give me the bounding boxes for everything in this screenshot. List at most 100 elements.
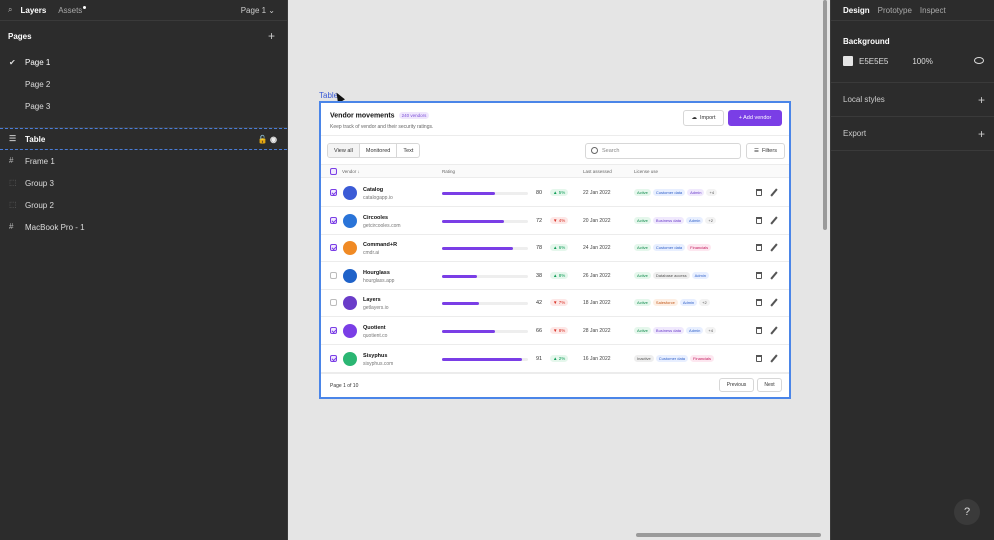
background-hex[interactable]: E5E5E5 <box>859 56 889 66</box>
license-tag: Financials <box>687 244 712 252</box>
edit-icon[interactable] <box>770 188 778 197</box>
table-row[interactable]: Catalog catalogapp.io 80 ▲ 5% 22 Jan 2022 Act… <box>321 179 789 207</box>
horizontal-scrollbar[interactable] <box>636 533 821 537</box>
license-tag: Admin <box>687 189 705 196</box>
row-checkbox[interactable] <box>330 299 337 307</box>
edit-icon[interactable] <box>770 326 778 335</box>
filters-button[interactable]: ☰ Filters <box>746 143 785 159</box>
previous-button[interactable]: Previous <box>719 378 754 392</box>
layer-frame-1[interactable]: # Frame 1 <box>0 150 287 172</box>
license-tag: +2 <box>705 216 716 224</box>
row-checkbox[interactable] <box>330 354 337 362</box>
row-checkbox[interactable] <box>330 327 337 334</box>
add-page-icon[interactable]: + <box>267 29 275 43</box>
trash-icon[interactable] <box>756 189 762 196</box>
col-vendor[interactable]: Vendor ↓ <box>342 169 360 174</box>
layer-label: Table <box>25 134 46 144</box>
import-button[interactable]: ☁ Import <box>683 110 724 126</box>
color-swatch[interactable] <box>843 56 853 66</box>
page-item-2[interactable]: Page 2 <box>0 73 287 95</box>
layer-group-2[interactable]: ⬚ Group 2 <box>0 194 287 216</box>
next-button[interactable]: Next <box>757 378 782 392</box>
filter-icon: ☰ <box>754 148 759 154</box>
tab-layers[interactable]: Layers <box>20 5 47 15</box>
license-tag: Customer data <box>652 244 686 252</box>
tab-prototype[interactable]: Prototype <box>877 5 912 15</box>
page-item-1[interactable]: ✔ Page 1 <box>0 51 287 73</box>
rating-delta: ▲ 5% <box>550 189 569 196</box>
segment-monitored[interactable]: Monitored <box>360 144 398 157</box>
trash-icon[interactable] <box>756 299 762 307</box>
col-license-use[interactable]: License use <box>634 169 659 174</box>
select-all-checkbox[interactable] <box>330 168 337 175</box>
edit-icon[interactable] <box>770 271 778 280</box>
table-row[interactable]: Hourglass hourglass.app 38 ▲ 8% 26 Jan 2022 A… <box>321 262 789 290</box>
layer-controls: 🔓 ◉ <box>258 135 277 144</box>
edit-icon[interactable] <box>770 216 778 225</box>
table-row[interactable]: Quotient quotient.co 66 ▼ 8% 28 Jan 2022 Acti… <box>321 317 789 345</box>
add-style-icon[interactable]: + <box>977 93 985 107</box>
edit-icon[interactable] <box>770 354 778 363</box>
col-rating[interactable]: Rating <box>442 169 456 174</box>
help-button[interactable]: ? <box>954 499 980 525</box>
lock-icon[interactable]: 🔓 <box>257 134 268 144</box>
license-tag: Customer data <box>652 189 686 196</box>
edit-icon[interactable] <box>770 243 778 252</box>
tab-assets[interactable]: Assets <box>58 5 87 15</box>
eye-icon[interactable] <box>974 57 984 64</box>
search-icon[interactable]: ⌕ <box>8 5 13 14</box>
rating-delta: ▲ 8% <box>550 271 569 279</box>
layer-group-3[interactable]: ⬚ Group 3 <box>0 172 287 194</box>
add-export-icon[interactable]: + <box>977 127 985 141</box>
trash-icon[interactable] <box>756 244 762 252</box>
vendor-logo-icon <box>343 351 357 366</box>
pages-header: Pages + <box>0 21 287 51</box>
table-row[interactable]: Sisyphus sisyphus.com 91 ▲ 2% 16 Jan 2022 Ina… <box>321 345 789 373</box>
table-frame[interactable]: Vendor movements 240 vendors Keep track o… <box>319 101 791 399</box>
trash-icon[interactable] <box>756 327 762 334</box>
pages-title: Pages <box>8 31 32 41</box>
edit-icon[interactable] <box>770 298 778 307</box>
license-tag: Active <box>634 189 651 196</box>
row-checkbox[interactable] <box>330 216 337 224</box>
row-checkbox[interactable] <box>330 271 337 279</box>
canvas[interactable]: Table Vendor movements 240 vendors Keep t… <box>288 0 830 540</box>
license-tag: Active <box>634 216 651 224</box>
rating-bar <box>442 219 528 223</box>
rating-score: 91 <box>536 355 543 362</box>
rating-bar <box>442 357 528 361</box>
page-item-3[interactable]: Page 3 <box>0 95 287 117</box>
card-title: Vendor movements 240 vendors <box>330 112 430 119</box>
tab-inspect[interactable]: Inspect <box>919 5 946 15</box>
frame-label[interactable]: Table <box>319 91 339 100</box>
segment-text[interactable]: Text <box>403 147 414 154</box>
page-selector[interactable]: Page 1 ⌄ <box>240 5 275 15</box>
trash-icon[interactable] <box>756 271 762 279</box>
trash-icon[interactable] <box>756 216 762 224</box>
trash-icon[interactable] <box>756 354 762 362</box>
tab-design[interactable]: Design <box>843 5 870 15</box>
background-opacity[interactable]: 100% <box>912 56 933 66</box>
search-icon <box>591 147 598 154</box>
layer-macbook-pro-1[interactable]: # MacBook Pro - 1 <box>0 216 287 238</box>
check-icon: ✔ <box>9 57 16 67</box>
rating-score: 66 <box>536 328 543 334</box>
background-row[interactable]: E5E5E5 100% <box>843 56 933 66</box>
row-checkbox[interactable] <box>330 189 337 196</box>
rating-bar-fill <box>442 357 522 361</box>
segment-view-all[interactable]: View all <box>328 144 360 157</box>
license-tag: Active <box>634 299 651 307</box>
table-row[interactable]: Circooles getcircooles.com 72 ▼ 4% 20 Jan 20… <box>321 207 789 235</box>
search-input[interactable]: Search <box>585 143 741 159</box>
col-last-assessed[interactable]: Last assessed <box>583 169 612 174</box>
row-checkbox[interactable] <box>330 244 337 252</box>
rating-bar-fill <box>442 192 496 195</box>
add-vendor-button[interactable]: + Add vendor <box>728 110 782 126</box>
vertical-scrollbar[interactable] <box>823 0 827 230</box>
layer-table[interactable]: ☰ Table 🔓 ◉ <box>0 128 287 150</box>
table-row[interactable]: Layers getlayers.io 42 ▼ 7% 18 Jan 2022 Activ… <box>321 289 789 318</box>
eye-icon[interactable]: ◉ <box>270 134 277 144</box>
table-row[interactable]: Command+R cmdr.ai 78 ▲ 6% 24 Jan 2022 Active C… <box>321 234 789 263</box>
vendor-name: Hourglass <box>363 269 390 276</box>
background-header: Background <box>843 36 890 46</box>
